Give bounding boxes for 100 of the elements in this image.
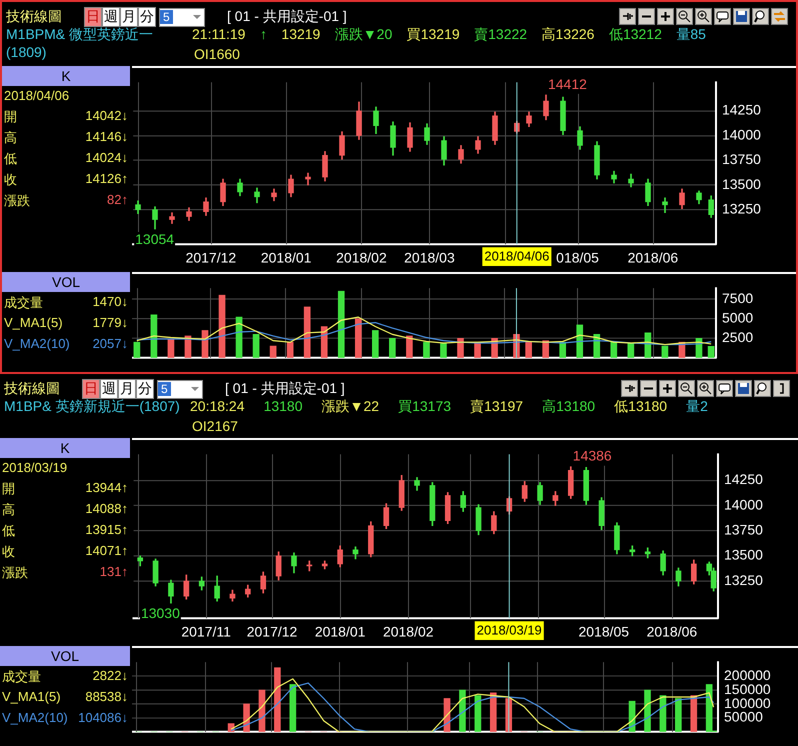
y-tick-label: 13750 [722,151,762,168]
bar [270,346,276,358]
text: 量85 [676,26,706,44]
x-tick-label: 018/05 [556,249,600,266]
x-tick-label: 2018/06 [646,623,698,640]
text: M1BPM& 微型英鎊近一(1809) [6,26,154,60]
text: 日 [82,379,100,399]
text: 漲跌▼22 [322,398,380,416]
y-tick-label: 50000 [724,708,764,725]
bar [218,294,226,358]
text: 14088↑ [85,501,128,518]
bar [474,695,482,732]
bar [168,338,174,358]
text: 13219 [281,26,320,44]
bar [289,684,296,732]
dropdown-field: 5 [157,380,203,398]
text: 1779↓ [92,315,128,332]
text: 成交量 [2,668,41,686]
text: 週 [102,7,120,27]
text: 21:11:19 [192,26,246,44]
y-tick-label: 14000 [722,126,762,142]
y-tick-label: 100000 [724,694,772,711]
text: 1470↓ [92,294,128,311]
text: ↑ [260,26,267,44]
text: M1BP& 英鎊新規近一(1807) [4,398,181,416]
bar [304,306,311,358]
x-tick-label: 2017/11 [181,623,232,640]
y-tick-label: 5000 [722,310,754,326]
candlestick [662,198,668,213]
x-tick-label: 2018/06 [628,249,678,266]
text: 2018/03/19 [1,459,68,477]
bar [457,338,464,358]
text: 收 [2,543,15,561]
x-tick-label: 2018/01 [260,249,312,266]
bar [243,704,250,732]
y-tick-label: 200000 [724,666,772,683]
text: 賣13222 [474,26,528,44]
text: 日 [84,7,102,27]
text: V_MA2(10) [4,336,70,353]
y-tick-label: 13500 [722,176,762,192]
text: 13180 [264,398,303,416]
text: 低13212 [608,26,662,44]
bar [134,342,140,358]
annotation: 13054 [135,230,174,247]
y-tick-label: 13750 [724,522,764,538]
y-tick-label: 14250 [722,102,762,118]
text: 週 [100,379,118,399]
text: 14126↑ [85,171,128,188]
y-tick-label: 2500 [722,329,754,346]
text: 2822↓ [92,668,128,685]
text: 低13180 [614,398,668,416]
bar [252,334,260,358]
annotation: 14412 [548,76,588,92]
bar [150,314,158,358]
x-tick-label: 2018/02 [336,249,387,266]
x-tick-label: 2018/01 [314,623,366,640]
y-tick-label: 7500 [722,290,754,306]
ref-line-label: 2018/03/19 [476,622,542,638]
bar [628,343,634,358]
text: 高 [2,501,15,519]
text: 低 [2,522,15,540]
bar [675,698,682,732]
bar [444,698,450,732]
bar [406,336,413,358]
bar [576,324,584,358]
text: 賣13197 [470,398,524,416]
bar [236,316,242,358]
bar [490,692,497,732]
y-tick-label: 13250 [722,200,762,216]
text: 14146↓ [85,129,128,146]
text: 開 [2,480,15,498]
text: 82↑ [107,192,128,209]
text: 開 [4,108,17,126]
text: 漲跌 [2,564,28,582]
chart-title: VOL [2,272,130,292]
annotation: 14386 [572,448,612,464]
bar [440,343,447,358]
bar [644,690,651,732]
bar [423,342,430,358]
bar [372,330,379,358]
text: 量2 [686,398,708,416]
x-tick-label: 2018/05 [578,623,630,640]
bar [354,318,362,358]
text: 88538↓ [85,689,128,706]
text: OI2167 [192,418,238,434]
text: 漲跌 [4,192,30,210]
x-tick-label: 2017/12 [246,623,298,640]
text: 高13226 [542,26,594,44]
text: 漲跌▼20 [334,26,392,44]
text: 14042↓ [85,108,128,125]
bar [286,342,294,358]
y-tick-label: 13250 [724,572,764,588]
text: OI1660 [194,46,240,62]
y-tick-label: 150000 [724,680,772,697]
text: 分 [136,379,154,399]
bar [610,342,618,358]
chart-title: K [2,66,130,86]
text: V_MA1(5) [4,315,63,332]
text: V_MA2(10) [2,710,68,727]
text: 13915↑ [85,522,128,539]
